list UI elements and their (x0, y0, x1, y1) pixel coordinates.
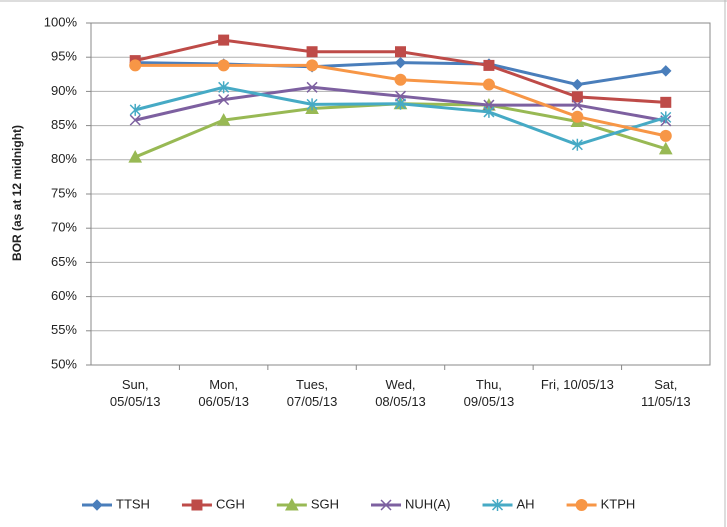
legend-label: AH (517, 496, 535, 511)
legend-label: NUH(A) (405, 496, 451, 511)
x-tick-label: Sat, 11/05/13 (640, 377, 691, 409)
marker (394, 97, 407, 110)
marker (91, 499, 103, 511)
x-tick-label: Thu, 09/05/13 (463, 377, 515, 409)
y-tick-label: 90% (51, 83, 77, 98)
marker (483, 105, 495, 118)
marker (218, 34, 230, 46)
marker (217, 59, 230, 72)
marker (216, 113, 231, 126)
y-axis-title: BOR (as at 12 midnight) (10, 125, 24, 261)
marker (491, 499, 504, 511)
y-tick-label: 80% (51, 151, 77, 166)
legend-item: SGH (276, 496, 339, 511)
legend-item: AH (482, 496, 535, 511)
marker (659, 129, 672, 142)
x-tick-label: Tues, 07/05/13 (286, 377, 338, 409)
marker (128, 150, 143, 163)
marker (660, 111, 672, 124)
x-tick-label: Fri, 10/05/13 (540, 377, 614, 392)
legend-label: TTSH (116, 496, 150, 511)
marker (129, 103, 141, 116)
marker (129, 59, 142, 72)
legend-item: KTPH (566, 496, 636, 511)
marker (571, 78, 584, 91)
marker (658, 141, 673, 155)
y-tick-label: 50% (51, 356, 77, 371)
legend-item: CGH (181, 496, 245, 511)
y-tick-label: 65% (51, 254, 77, 269)
y-tick-label: 75% (51, 185, 77, 200)
marker (191, 499, 203, 511)
marker (394, 56, 407, 69)
marker (571, 99, 583, 111)
marker (394, 73, 407, 86)
marker (395, 46, 406, 58)
marker (571, 91, 583, 103)
marker (306, 81, 318, 93)
marker (482, 78, 495, 91)
plot-frame (90, 22, 711, 366)
marker (571, 138, 583, 151)
marker (285, 497, 299, 511)
marker (306, 46, 318, 58)
marker (306, 98, 318, 111)
marker (571, 110, 584, 123)
x-tick-label: Wed, 08/05/13 (375, 377, 426, 409)
y-tick-label: 100% (44, 14, 78, 29)
legend-label: CGH (216, 496, 245, 511)
y-tick-label: 55% (51, 322, 77, 337)
legend-label: KTPH (601, 496, 636, 511)
x-tick-label: Mon, 06/05/13 (198, 377, 249, 409)
series-line (134, 102, 667, 159)
y-tick-label: 60% (51, 288, 77, 303)
marker (575, 499, 588, 511)
y-tick-label: 70% (51, 220, 77, 235)
legend-label: SGH (311, 496, 339, 511)
y-tick-label: 95% (51, 49, 77, 64)
marker (660, 65, 672, 77)
y-tick-label: 85% (51, 117, 77, 132)
marker (660, 96, 672, 108)
marker (483, 59, 495, 71)
marker (218, 94, 230, 106)
x-tick-label: Sun, 05/05/13 (109, 377, 161, 409)
marker (306, 59, 319, 72)
legend-item: NUH(A) (371, 496, 451, 511)
legend-item: TTSH (82, 496, 150, 511)
marker (380, 499, 392, 511)
marker (218, 81, 230, 94)
marker (129, 114, 141, 126)
